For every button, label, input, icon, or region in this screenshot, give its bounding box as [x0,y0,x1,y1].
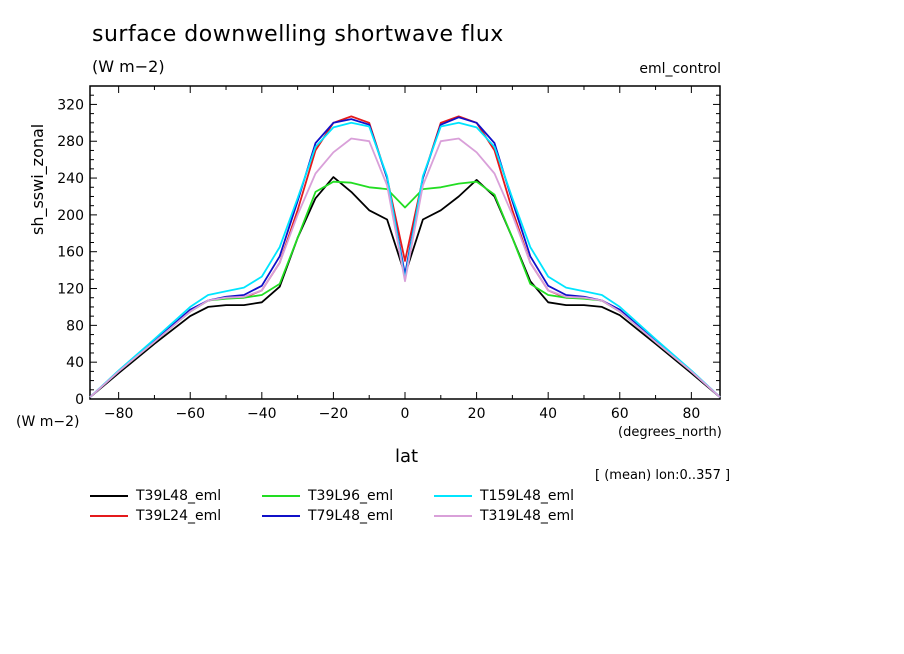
series-line-t319l48-eml [89,137,721,398]
chart-title: surface downwelling shortwave flux [92,22,504,47]
x-tick-label: 0 [401,406,410,422]
run-label: eml_control [639,61,721,77]
x-tick-label: 80 [682,406,700,422]
legend-swatch [434,515,472,517]
y-tick-label: 0 [75,392,84,408]
x-unit-label: (degrees_north) [618,425,722,440]
series-lines [89,115,721,398]
legend-swatch [262,495,300,497]
y-tick-label: 280 [57,134,84,150]
legend-label: T39L24_eml [136,508,222,524]
y-tick-label: 40 [66,355,84,371]
x-tick-label: 60 [611,406,629,422]
legend-item: T79L48_eml [262,506,393,526]
y-tick-label: 320 [57,97,84,113]
legend-item: T159L48_eml [434,486,574,506]
legend-label: T39L96_eml [308,488,394,504]
y-unit-label: (W m−2) [16,414,80,430]
axis-ticks: −80 −60 −40 −20 0 20 40 60 80 0 40 80 120 160 200 240 28… [57,85,720,422]
y-tick-label: 200 [57,208,84,224]
legend-swatch [262,515,300,517]
legend-item: T319L48_eml [434,506,574,526]
x-tick-label: 40 [539,406,557,422]
legend-swatch [434,495,472,497]
legend-item: T39L96_eml [262,486,393,506]
legend-label: T39L48_eml [136,488,222,504]
x-tick-label: 20 [468,406,486,422]
y-tick-label: 80 [66,318,84,334]
series-line-t39l96-eml [89,180,721,398]
y-tick-label: 160 [57,245,84,261]
legend-item: T39L24_eml [90,506,221,526]
x-tick-label: −60 [175,406,205,422]
series-line-t39l24-eml [89,115,721,398]
legend-swatch [90,495,128,497]
y-tick-label: 120 [57,282,84,298]
plot-frame [89,85,721,400]
x-tick-label: −40 [247,406,277,422]
legend-label: T319L48_eml [480,508,575,524]
legend-swatch [90,515,128,517]
x-tick-label: −20 [319,406,349,422]
x-tick-label: −80 [104,406,134,422]
y-tick-label: 240 [57,171,84,187]
series-line-t39l48-eml [89,176,721,398]
legend-label: T79L48_eml [308,508,394,524]
legend-label: T159L48_eml [480,488,575,504]
x-axis-label: lat [395,446,419,467]
mean-note: [ (mean) lon:0..357 ] [595,468,731,483]
chart-units: (W m−2) [92,57,165,76]
legend-item: T39L48_eml [90,486,221,506]
